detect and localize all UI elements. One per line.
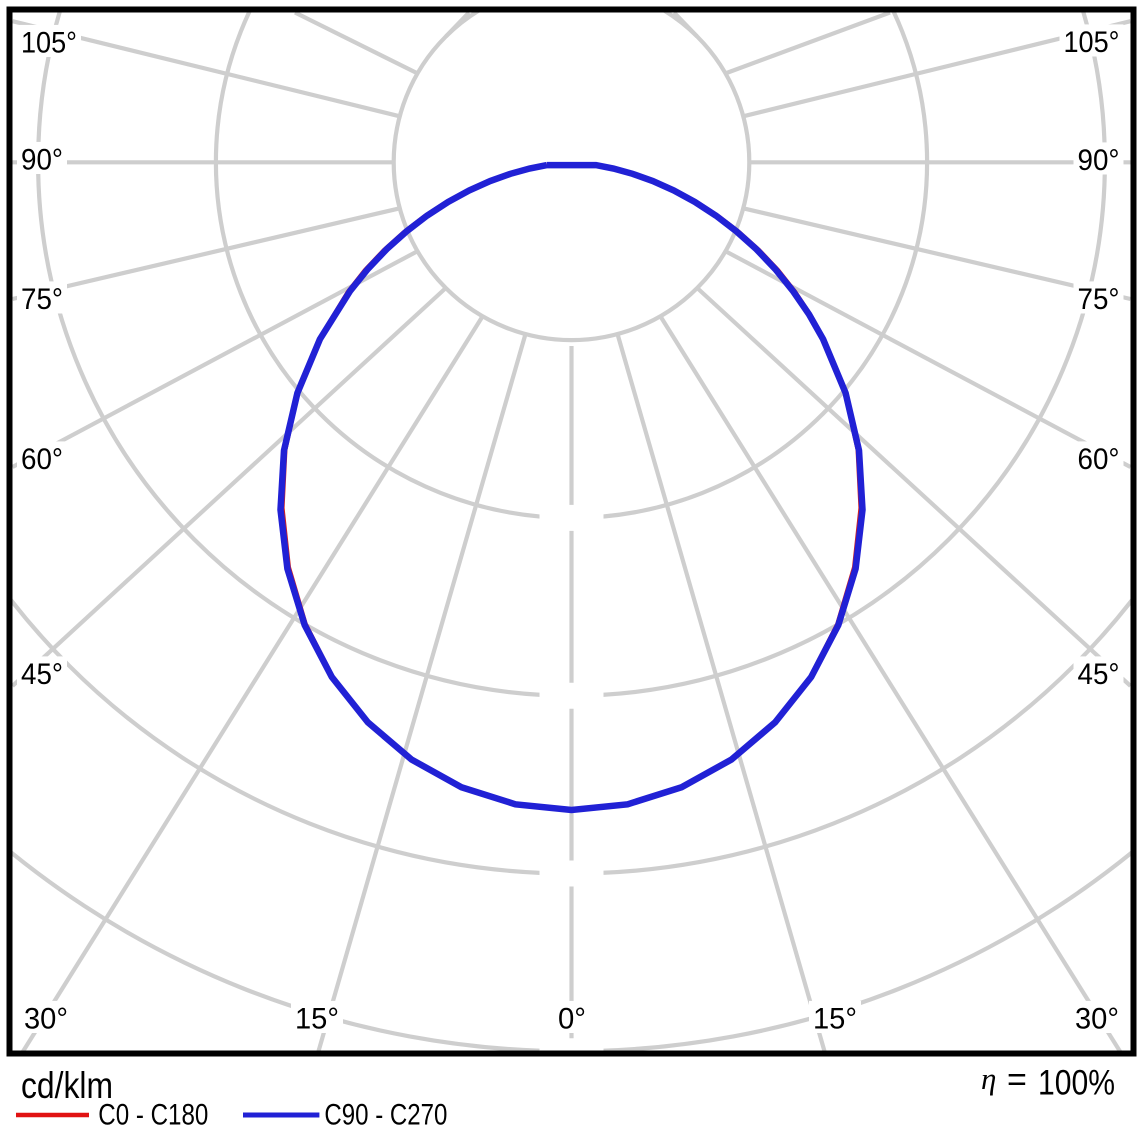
svg-text:75°: 75°	[21, 283, 63, 316]
svg-text:C90 - C270: C90 - C270	[324, 1099, 447, 1132]
svg-text:60°: 60°	[21, 443, 63, 476]
svg-text:105°: 105°	[21, 27, 77, 60]
svg-text:=: =	[1007, 1061, 1027, 1099]
svg-text:100%: 100%	[1038, 1064, 1115, 1103]
svg-text:C0 - C180: C0 - C180	[98, 1099, 208, 1132]
svg-text:75°: 75°	[1078, 283, 1120, 316]
svg-text:60°: 60°	[1078, 443, 1120, 476]
svg-text:0°: 0°	[558, 1003, 586, 1036]
svg-text:45°: 45°	[1078, 658, 1120, 691]
svg-text:30°: 30°	[24, 1003, 68, 1036]
svg-text:η: η	[981, 1061, 996, 1096]
svg-text:90°: 90°	[21, 144, 63, 177]
svg-text:90°: 90°	[1078, 144, 1120, 177]
svg-text:cd/klm: cd/klm	[21, 1065, 113, 1106]
svg-text:45°: 45°	[21, 658, 63, 691]
svg-text:30°: 30°	[1075, 1003, 1119, 1036]
svg-text:105°: 105°	[1064, 26, 1120, 59]
svg-text:15°: 15°	[295, 1003, 339, 1036]
svg-text:15°: 15°	[813, 1003, 857, 1036]
